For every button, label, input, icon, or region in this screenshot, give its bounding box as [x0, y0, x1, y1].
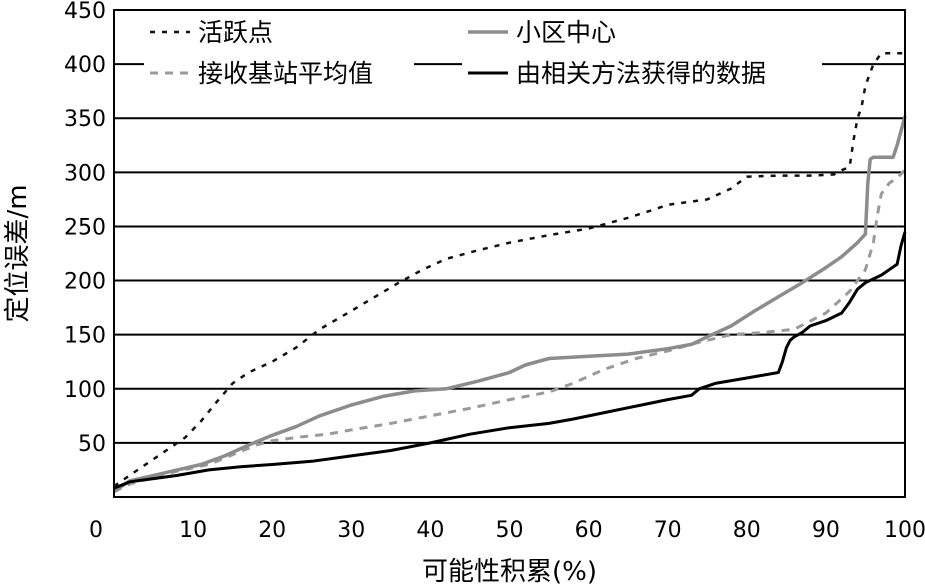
- y-tick-label: 350: [64, 107, 106, 132]
- x-tick-labels: 0 10 20 30 40 50 60 70 80 90 100: [89, 518, 925, 543]
- x-tick-label: 60: [575, 518, 603, 543]
- legend-bg: [462, 14, 822, 48]
- legend-bg: [462, 55, 822, 89]
- series-line-1: [113, 115, 907, 494]
- series-line-0: [113, 52, 905, 488]
- y-tick-label: 450: [64, 0, 106, 24]
- x-tick-label: 40: [416, 518, 444, 543]
- x-tick-label: 30: [337, 518, 365, 543]
- x-tick-label: 10: [179, 518, 207, 543]
- x-axis-title: 可能性积累(%): [422, 557, 597, 587]
- plot-frame: [113, 9, 906, 498]
- series-layer: [113, 52, 907, 494]
- y-tick-label: 50: [78, 432, 106, 457]
- y-tick-label: 300: [64, 161, 106, 186]
- legend-bg: [144, 14, 414, 48]
- x-tick-label: 0: [89, 518, 103, 543]
- x-tick-label: 90: [812, 518, 840, 543]
- legend-bg: [144, 55, 414, 89]
- y-tick-label: 150: [64, 324, 106, 349]
- x-tick-label: 100: [884, 518, 925, 543]
- legend-label-3: 由相关方法获得的数据: [516, 59, 766, 88]
- y-tick-label: 250: [64, 215, 106, 240]
- x-tick-label: 50: [496, 518, 524, 543]
- series-line-3: [113, 231, 907, 490]
- series-line-2: [113, 169, 907, 493]
- x-tick-label: 20: [258, 518, 286, 543]
- legend-label-0: 活跃点: [198, 18, 273, 47]
- y-tick-labels: 50 100 150 200 250 300 350 400 450: [64, 0, 106, 457]
- legend-label-2: 接收基站平均值: [198, 59, 373, 88]
- x-tick-label: 70: [654, 518, 682, 543]
- y-tick-label: 400: [64, 53, 106, 78]
- y-axis-title: 定位误差/m: [3, 184, 33, 322]
- x-tick-label: 80: [733, 518, 761, 543]
- legend-label-1: 小区中心: [516, 18, 616, 47]
- y-tick-label: 100: [64, 378, 106, 403]
- y-tick-label: 200: [64, 270, 106, 295]
